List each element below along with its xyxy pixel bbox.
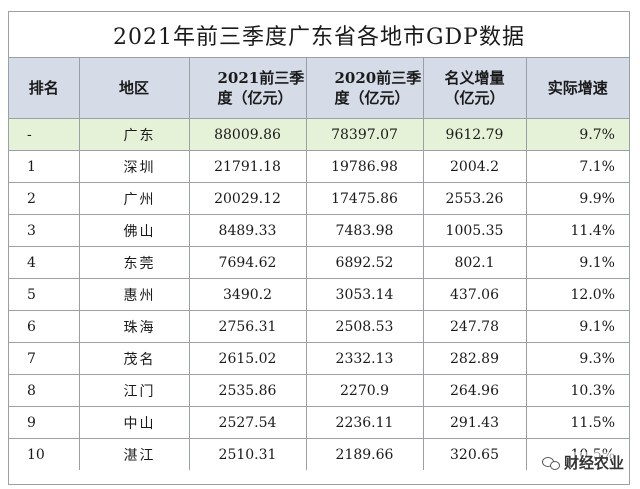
header-gdp2020-line2: 度（亿元） bbox=[334, 89, 410, 107]
cell-gdp2020: 2332.13 bbox=[305, 342, 424, 375]
watermark-text: 财经农业 bbox=[563, 454, 624, 472]
cell-gdp2020: 78397.07 bbox=[305, 118, 424, 151]
header-rank: 排名 bbox=[9, 58, 80, 119]
cell-growth: 11.5% bbox=[525, 406, 629, 439]
cell-gdp2020: 3053.14 bbox=[305, 278, 424, 311]
cell-gdp2021: 2527.54 bbox=[188, 406, 307, 439]
table-row: 9 中山 2527.54 2236.11 291.43 11.5% bbox=[9, 406, 629, 439]
cell-region: 广州 bbox=[78, 182, 190, 215]
gdp-table-frame: 2021年前三季度广东省各地市GDP数据 排名 地区 2021前三季 度（亿元）… bbox=[8, 11, 630, 485]
table-row: 2 广州 20029.12 17475.86 2553.26 9.9% bbox=[9, 182, 629, 215]
cell-growth: 11.4% bbox=[525, 214, 629, 247]
cell-gdp2020: 2508.53 bbox=[305, 310, 424, 343]
header-gdp2020: 2020前三季 度（亿元） bbox=[305, 58, 424, 119]
cell-rank: - bbox=[9, 118, 80, 151]
cell-rank: 2 bbox=[9, 182, 80, 215]
cell-gdp2020: 2270.9 bbox=[305, 374, 424, 407]
cell-region: 东莞 bbox=[78, 246, 190, 279]
table-title: 2021年前三季度广东省各地市GDP数据 bbox=[9, 12, 629, 58]
cell-gdp2020: 19786.98 bbox=[305, 150, 424, 183]
cell-growth: 9.7% bbox=[525, 118, 629, 151]
table-row: 8 江门 2535.86 2270.9 264.96 10.3% bbox=[9, 374, 629, 407]
cell-region: 中山 bbox=[78, 406, 190, 439]
cell-increase: 2553.26 bbox=[422, 182, 527, 215]
cell-region: 佛山 bbox=[78, 214, 190, 247]
cell-rank: 1 bbox=[9, 150, 80, 183]
cell-gdp2021: 7694.62 bbox=[188, 246, 307, 279]
cell-growth: 12.0% bbox=[525, 278, 629, 311]
cell-increase: 2004.2 bbox=[422, 150, 527, 183]
cell-rank: 4 bbox=[9, 246, 80, 279]
header-gdp2021-line1: 2021前三季 bbox=[217, 69, 305, 87]
header-increase-line1: 名义增量 bbox=[444, 69, 505, 87]
cell-gdp2021: 21791.18 bbox=[188, 150, 307, 183]
cell-growth: 9.1% bbox=[525, 310, 629, 343]
cell-region: 湛江 bbox=[78, 438, 190, 470]
header-gdp2021: 2021前三季 度（亿元） bbox=[188, 58, 307, 119]
cell-increase: 264.96 bbox=[422, 374, 527, 407]
cell-gdp2021: 20029.12 bbox=[188, 182, 307, 215]
cell-region: 广东 bbox=[78, 118, 190, 151]
cell-region: 惠州 bbox=[78, 278, 190, 311]
cell-rank: 5 bbox=[9, 278, 80, 311]
cell-increase: 9612.79 bbox=[422, 118, 527, 151]
cell-gdp2020: 2236.11 bbox=[305, 406, 424, 439]
cell-increase: 320.65 bbox=[422, 438, 527, 470]
gdp-table: 排名 地区 2021前三季 度（亿元） 2020前三季 度（亿元） 名义增量 （… bbox=[9, 58, 629, 470]
cell-region: 茂名 bbox=[78, 342, 190, 375]
cell-gdp2021: 2615.02 bbox=[188, 342, 307, 375]
cell-gdp2021: 3490.2 bbox=[188, 278, 307, 311]
cell-gdp2021: 8489.33 bbox=[188, 214, 307, 247]
table-row: 4 东莞 7694.62 6892.52 802.1 9.1% bbox=[9, 246, 629, 279]
table-row: - 广东 88009.86 78397.07 9612.79 9.7% bbox=[9, 118, 629, 151]
cell-region: 江门 bbox=[78, 374, 190, 407]
table-row: 3 佛山 8489.33 7483.98 1005.35 11.4% bbox=[9, 214, 629, 247]
header-growth: 实际增速 bbox=[525, 58, 629, 119]
cell-rank: 6 bbox=[9, 310, 80, 343]
table-row: 1 深圳 21791.18 19786.98 2004.2 7.1% bbox=[9, 150, 629, 183]
cell-gdp2020: 2189.66 bbox=[305, 438, 424, 470]
cell-growth: 10.3% bbox=[525, 374, 629, 407]
header-region: 地区 bbox=[78, 58, 190, 119]
cell-increase: 802.1 bbox=[422, 246, 527, 279]
cell-rank: 3 bbox=[9, 214, 80, 247]
table-row: 7 茂名 2615.02 2332.13 282.89 9.3% bbox=[9, 342, 629, 375]
wechat-icon bbox=[541, 456, 560, 470]
cell-increase: 247.78 bbox=[422, 310, 527, 343]
header-row: 排名 地区 2021前三季 度（亿元） 2020前三季 度（亿元） 名义增量 （… bbox=[9, 58, 629, 119]
cell-region: 深圳 bbox=[78, 150, 190, 183]
cell-rank: 7 bbox=[9, 342, 80, 375]
table-row: 6 珠海 2756.31 2508.53 247.78 9.1% bbox=[9, 310, 629, 343]
cell-gdp2020: 7483.98 bbox=[305, 214, 424, 247]
cell-gdp2021: 2756.31 bbox=[188, 310, 307, 343]
cell-increase: 1005.35 bbox=[422, 214, 527, 247]
cell-gdp2021: 2535.86 bbox=[188, 374, 307, 407]
table-row: 5 惠州 3490.2 3053.14 437.06 12.0% bbox=[9, 278, 629, 311]
cell-growth: 9.3% bbox=[525, 342, 629, 375]
header-gdp2020-line1: 2020前三季 bbox=[334, 69, 422, 87]
cell-growth: 9.9% bbox=[525, 182, 629, 215]
cell-gdp2020: 17475.86 bbox=[305, 182, 424, 215]
cell-gdp2021: 2510.31 bbox=[188, 438, 307, 470]
cell-region: 珠海 bbox=[78, 310, 190, 343]
header-increase-line2: （亿元） bbox=[444, 89, 505, 107]
cell-rank: 9 bbox=[9, 406, 80, 439]
header-increase: 名义增量 （亿元） bbox=[422, 58, 527, 119]
cell-increase: 437.06 bbox=[422, 278, 527, 311]
cell-growth: 9.1% bbox=[525, 246, 629, 279]
cell-increase: 282.89 bbox=[422, 342, 527, 375]
cell-gdp2020: 6892.52 bbox=[305, 246, 424, 279]
cell-gdp2021: 88009.86 bbox=[188, 118, 307, 151]
header-gdp2021-line2: 度（亿元） bbox=[217, 89, 293, 107]
cell-rank: 8 bbox=[9, 374, 80, 407]
cell-rank: 10 bbox=[9, 438, 80, 470]
cell-growth: 7.1% bbox=[525, 150, 629, 183]
watermark: 财经农业 bbox=[539, 452, 626, 473]
cell-increase: 291.43 bbox=[422, 406, 527, 439]
